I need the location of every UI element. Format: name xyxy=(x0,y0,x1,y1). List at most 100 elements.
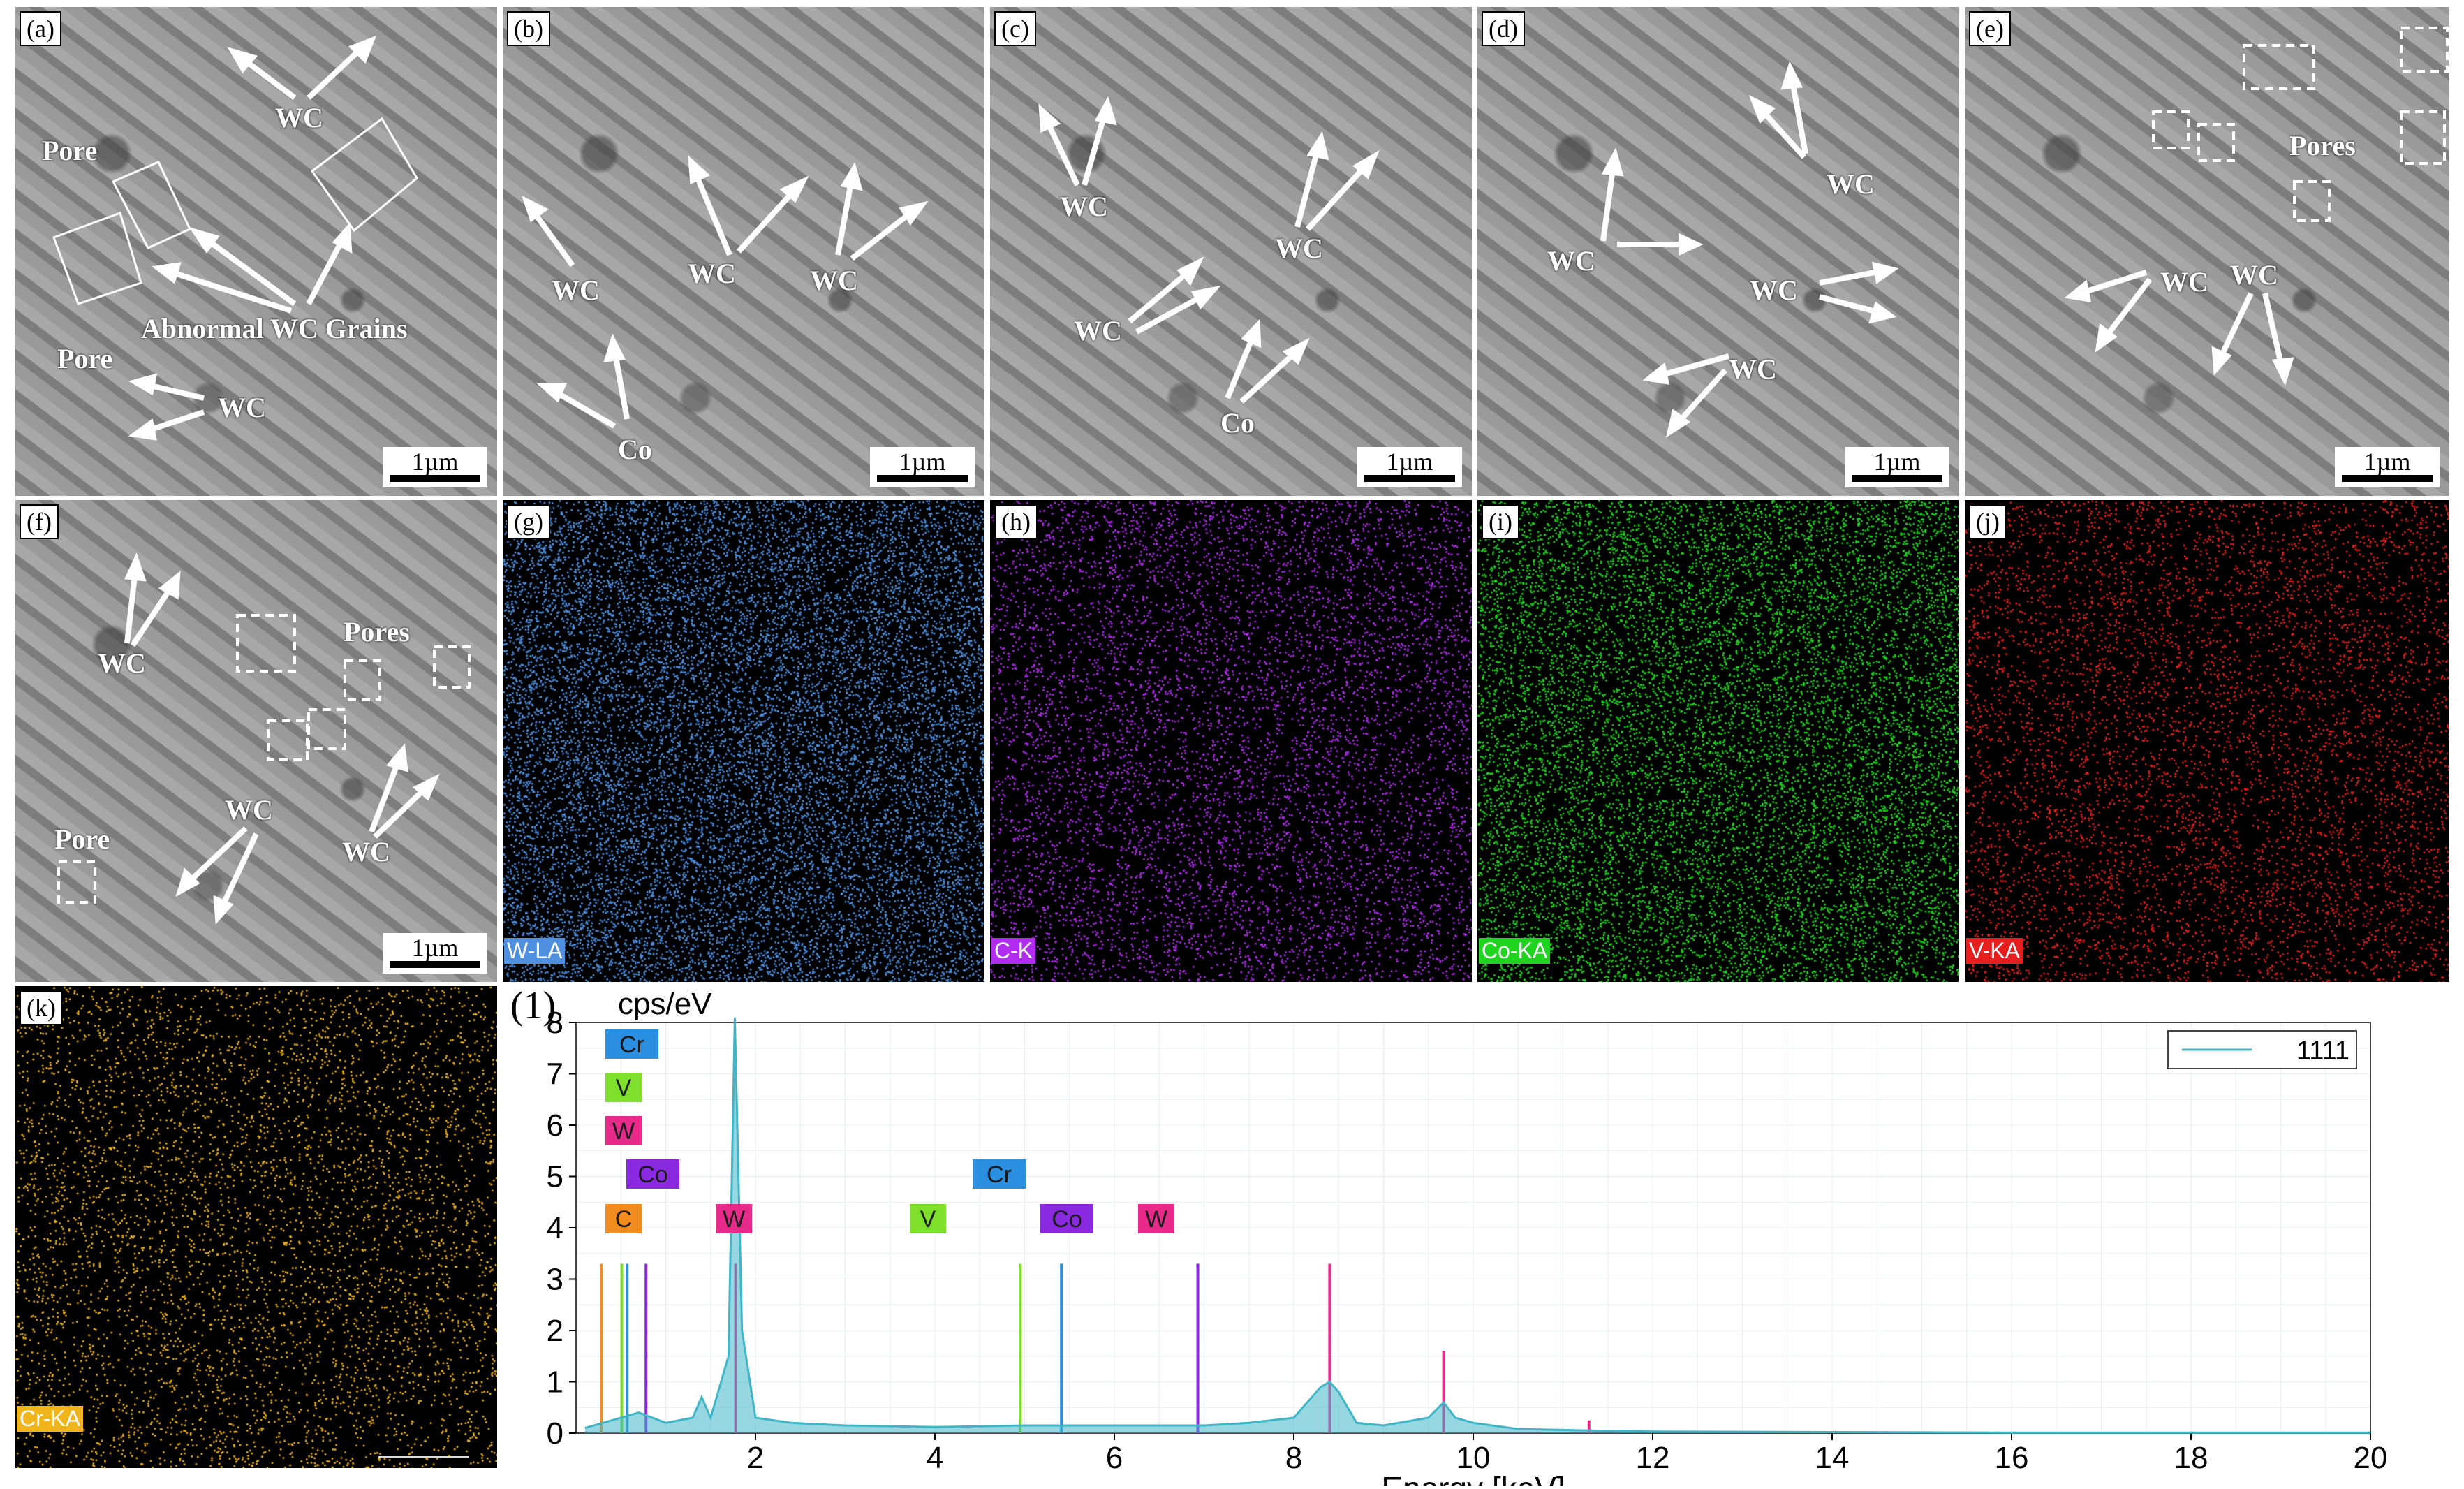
peak-tag-label: Cr xyxy=(987,1161,1012,1188)
y-tick-label: 0 xyxy=(547,1416,563,1451)
scale-bar: 1µm xyxy=(1845,447,1949,487)
scale-bar: 1µm xyxy=(1357,447,1462,487)
peak-tag-box xyxy=(605,1116,642,1145)
peak-tag-label: Cr xyxy=(619,1032,644,1058)
panel-tag: (1) xyxy=(510,986,556,1027)
scale-bar: 1µm xyxy=(383,447,487,487)
label-pores: Pores xyxy=(344,616,410,647)
scale-label: 1µm xyxy=(411,934,459,962)
label-wc: WC xyxy=(218,392,266,423)
annotation-overlay-d xyxy=(1600,61,1899,438)
panel-tag: (g) xyxy=(507,504,550,539)
dot-field xyxy=(503,500,984,982)
peak-tag-box xyxy=(626,1159,679,1189)
scale-label: 1µm xyxy=(899,448,946,476)
annotation-overlay-e xyxy=(2064,27,2449,386)
legend-label: 1111 xyxy=(2296,1036,2349,1066)
x-tick-label: 18 xyxy=(2174,1441,2208,1475)
annotation-overlay-c xyxy=(1038,96,1380,404)
peak-tag-box xyxy=(605,1029,658,1059)
panel-tag: (d) xyxy=(1482,11,1525,46)
eds-map-w: (g) W-LA xyxy=(503,500,984,982)
x-tick-label: 16 xyxy=(1995,1441,2029,1475)
label-wc: WC xyxy=(2230,259,2278,291)
peak-tag-label: Co xyxy=(1052,1206,1082,1233)
sem-panel-c: (c) WC WC WC Co 1µm xyxy=(990,7,1472,496)
y-tick-label: 4 xyxy=(547,1211,563,1245)
sem-panel-d: (d) WC WC WC WC WC 1µm xyxy=(1477,7,1959,496)
y-tick-label: 6 xyxy=(547,1108,563,1143)
x-axis-label: Energy [keV] xyxy=(1381,1470,1565,1486)
x-tick-label: 6 xyxy=(1106,1441,1123,1475)
scale-label: 1µm xyxy=(1386,448,1433,476)
scale-bar: 1µm xyxy=(2335,447,2440,487)
peak-tag-label: C xyxy=(615,1206,633,1233)
label-wc: WC xyxy=(1827,168,1875,200)
element-tag: W-LA xyxy=(504,938,566,964)
peak-tag-label: W xyxy=(723,1206,745,1233)
panel-tag: (i) xyxy=(1482,504,1519,539)
label-wc: WC xyxy=(1729,353,1777,385)
label-wc: WC xyxy=(225,794,273,826)
label-wc: WC xyxy=(98,647,146,679)
sem-panel-f: (f) WC Pores WC WC Pore 1µm xyxy=(15,500,497,982)
label-wc: WC xyxy=(1750,274,1798,306)
y-tick-label: 1 xyxy=(547,1365,563,1400)
eds-map-cr: (k) Cr-KA xyxy=(15,986,497,1468)
peak-tag-box xyxy=(1138,1204,1174,1233)
scale-label: 1µm xyxy=(2363,448,2411,476)
x-tick-label: 8 xyxy=(1285,1441,1302,1475)
peak-tag-box xyxy=(973,1159,1026,1189)
label-pore: Pore xyxy=(54,823,110,855)
dot-field xyxy=(990,500,1472,982)
y-tick-label: 7 xyxy=(547,1057,563,1092)
peak-tag-box xyxy=(605,1204,642,1233)
series-area xyxy=(584,1017,2370,1433)
map-scale-line xyxy=(378,1456,469,1458)
element-tag: C-K xyxy=(991,938,1036,964)
label-co: Co xyxy=(1220,407,1255,439)
scale-bar: 1µm xyxy=(870,447,975,487)
series-line xyxy=(584,1017,2370,1434)
peak-tag-box xyxy=(1040,1204,1093,1233)
label-abnormal-grains: Abnormal WC Grains xyxy=(141,313,408,344)
label-wc: WC xyxy=(1275,233,1323,264)
scale-label: 1µm xyxy=(1873,448,1921,476)
annotation-overlay-f xyxy=(57,552,471,925)
scale-label: 1µm xyxy=(411,448,459,476)
peak-tag-label: Co xyxy=(637,1161,667,1188)
legend-box xyxy=(2167,1030,2357,1069)
label-wc: WC xyxy=(1074,315,1122,346)
label-wc: WC xyxy=(342,836,390,867)
y-axis-label: cps/eV xyxy=(618,987,712,1021)
y-tick-label: 5 xyxy=(547,1160,563,1194)
y-tick-label: 8 xyxy=(547,1006,563,1040)
panel-tag: (b) xyxy=(507,11,550,46)
label-wc: WC xyxy=(1060,191,1108,222)
x-tick-label: 20 xyxy=(2354,1441,2388,1475)
sem-panel-b: (b) WC WC WC Co 1µm xyxy=(503,7,984,496)
panel-tag: (j) xyxy=(1969,504,2007,539)
label-wc: WC xyxy=(552,274,600,306)
peak-tag-box xyxy=(910,1204,946,1233)
peak-tag-label: W xyxy=(1145,1206,1167,1233)
eds-spectrum: 2468101214161820012345678Energy [keV]cps… xyxy=(506,984,2454,1489)
peak-tag-box xyxy=(605,1073,642,1102)
element-tag: Cr-KA xyxy=(17,1406,84,1432)
element-tag: Co-KA xyxy=(1479,938,1551,964)
label-wc: WC xyxy=(688,258,736,289)
annotation-overlay-a xyxy=(52,36,418,441)
x-tick-label: 4 xyxy=(927,1441,943,1475)
eds-map-c: (h) C-K xyxy=(990,500,1472,982)
label-co: Co xyxy=(618,434,652,465)
panel-tag: (e) xyxy=(1969,11,2011,46)
annotation-overlay-b xyxy=(522,155,929,429)
panel-tag: (f) xyxy=(20,504,59,539)
peak-tag-box xyxy=(716,1204,752,1233)
x-tick-label: 14 xyxy=(1815,1441,1850,1475)
eds-map-v: (j) V-KA xyxy=(1965,500,2449,982)
label-wc: WC xyxy=(275,102,323,133)
x-tick-label: 2 xyxy=(747,1441,764,1475)
panel-tag: (a) xyxy=(20,11,61,46)
label-wc: WC xyxy=(810,265,858,296)
